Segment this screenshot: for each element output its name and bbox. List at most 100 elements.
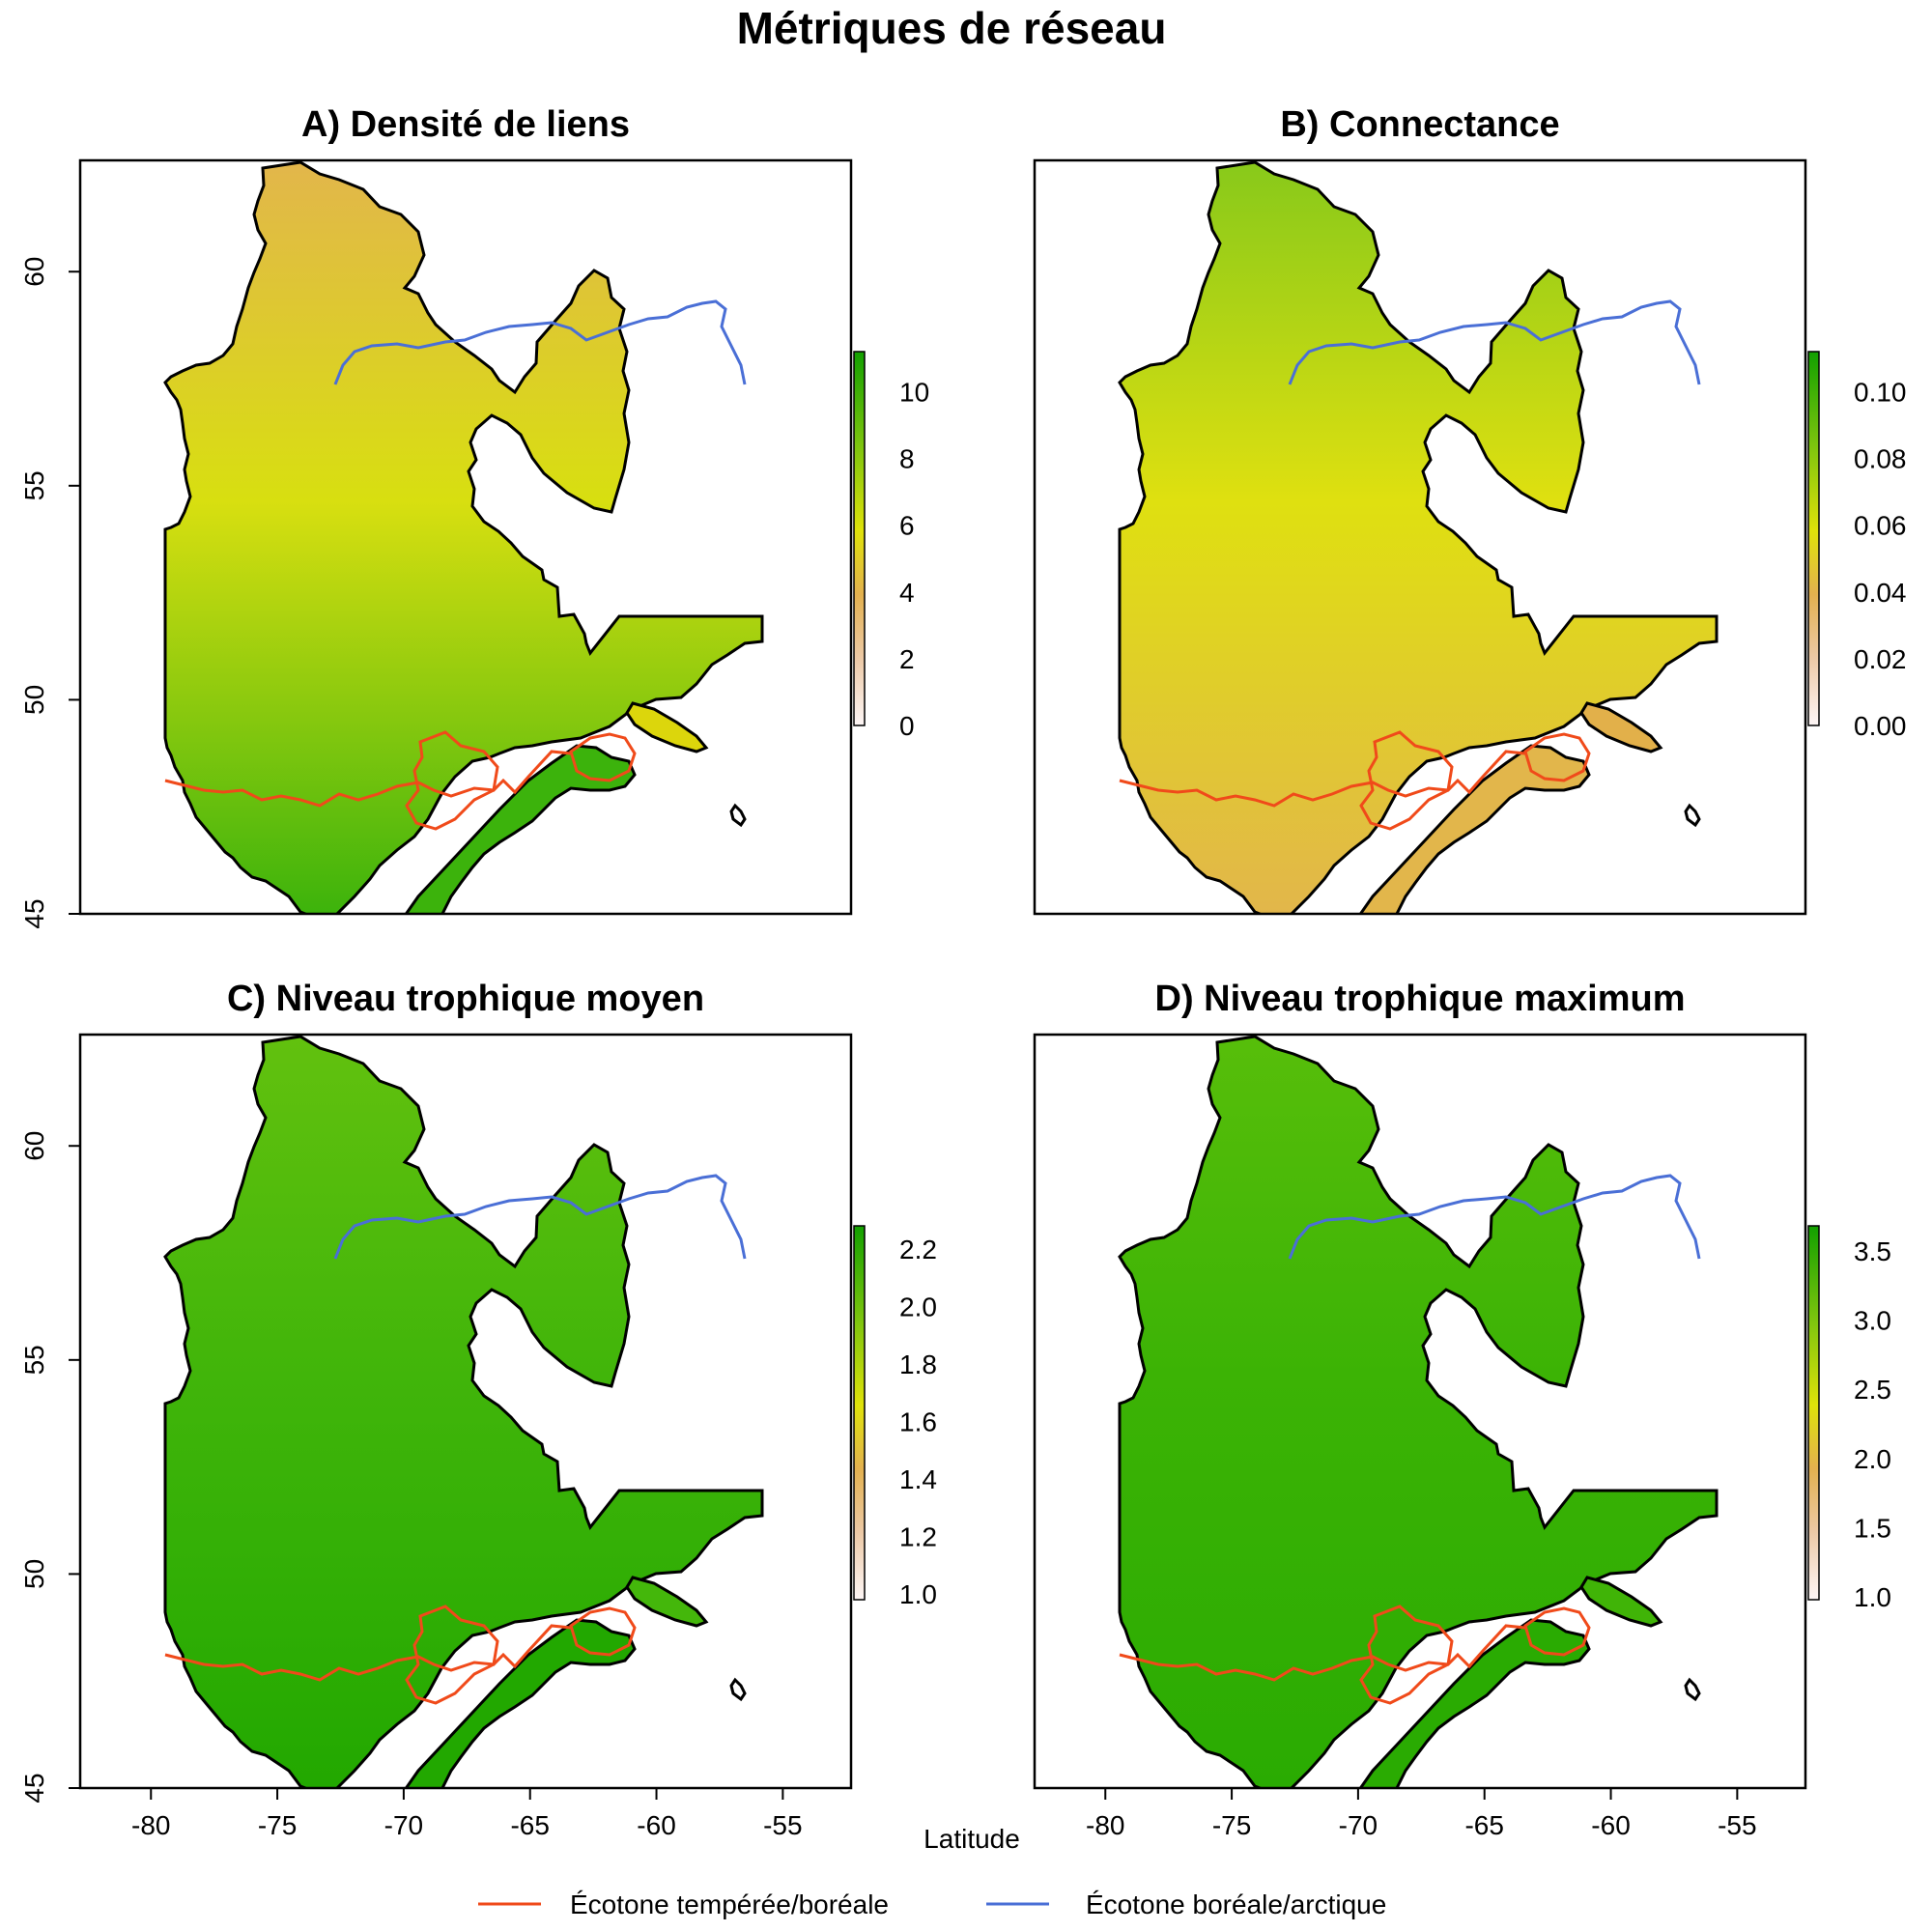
quebec-landmass	[1118, 160, 1719, 914]
magdalen-islands	[1684, 803, 1701, 828]
legend-label-temperate-boreal: Écotone tempérée/boréale	[570, 1889, 889, 1919]
temperate-boreal-ecotone-line	[1119, 750, 1526, 808]
colorbar-tick-label: 0.10	[1854, 377, 1907, 407]
colorbar-tick-label: 0	[899, 711, 915, 741]
y-tick-label: 45	[19, 1773, 49, 1803]
temperate-boreal-ecotone-loop	[1359, 1605, 1454, 1705]
colorbar-tick-label: 0.06	[1854, 511, 1907, 541]
x-tick-label: -65	[1464, 1810, 1503, 1840]
colorbar	[853, 351, 866, 726]
panel-frame	[78, 158, 853, 916]
y-tick-label: 55	[19, 1345, 49, 1375]
y-tick-label: 50	[19, 685, 49, 715]
colorbar-tick-label: 6	[899, 511, 915, 541]
boreal-arctic-ecotone-line	[1288, 299, 1701, 385]
colorbar-tick-label: 3.5	[1854, 1236, 1891, 1266]
x-tick-label: -65	[510, 1810, 549, 1840]
panel-c: C) Niveau trophique moyen 60 55 50 45 -80 -75 -…	[19, 979, 937, 1840]
y-tick-label: 60	[19, 1131, 49, 1161]
map-region	[1118, 1035, 1719, 1788]
boreal-arctic-ecotone-line	[333, 299, 747, 385]
map-region	[163, 160, 764, 914]
panel-d: D) Niveau trophique maximum -80 -75 -70 -65 -…	[1033, 979, 1891, 1840]
temperate-boreal-ecotone-line	[164, 750, 572, 808]
temperate-boreal-ecotone-gaspe	[569, 1606, 637, 1657]
main-title: Métriques de réseau	[737, 3, 1167, 53]
colorbar-tick-label: 1.0	[899, 1579, 937, 1609]
temperate-boreal-ecotone-gaspe	[1523, 1606, 1591, 1657]
y-tick-label: 55	[19, 470, 49, 500]
colorbar-tick-label: 2.0	[899, 1292, 937, 1321]
y-tick-label: 60	[19, 257, 49, 287]
temperate-boreal-ecotone-loop	[405, 730, 499, 831]
x-tick-label: -55	[1718, 1810, 1756, 1840]
colorbar-tick-label: 2.0	[1854, 1444, 1891, 1474]
colorbar-tick-label: 0.02	[1854, 644, 1907, 674]
south-shore-landmass	[404, 744, 637, 914]
boreal-arctic-ecotone-line	[1288, 1174, 1701, 1260]
magdalen-islands	[1684, 1677, 1701, 1702]
south-shore-landmass	[404, 1618, 637, 1788]
anticosti-island	[625, 701, 709, 753]
temperate-boreal-ecotone-line	[164, 1624, 572, 1682]
colorbar-tick-label: 1.2	[899, 1522, 937, 1552]
colorbar-tick-label: 0.08	[1854, 444, 1907, 474]
panel-title: D) Niveau trophique maximum	[1155, 979, 1686, 1019]
anticosti-island	[1579, 1576, 1663, 1628]
boreal-arctic-ecotone-line	[333, 1174, 747, 1260]
temperate-boreal-ecotone-gaspe	[569, 732, 637, 782]
colorbar-tick-label: 2.5	[1854, 1375, 1891, 1405]
magdalen-islands	[729, 803, 747, 828]
x-axis-label: Latitude	[923, 1824, 1020, 1854]
quebec-landmass	[163, 1035, 764, 1788]
y-tick-label: 50	[19, 1559, 49, 1589]
x-tick-label: -75	[258, 1810, 297, 1840]
colorbar-tick-label: 10	[899, 377, 929, 407]
x-tick-label: -60	[637, 1810, 675, 1840]
y-tick-label: 45	[19, 898, 49, 928]
south-shore-landmass	[1358, 744, 1591, 914]
colorbar	[853, 1225, 866, 1601]
colorbar-tick-label: 1.6	[899, 1406, 937, 1436]
panel-b: B) Connectance 0.10 0.08 0.06 0.04 0.02 0.00	[1033, 104, 1907, 916]
colorbar-tick-label: 1.8	[899, 1350, 937, 1379]
temperate-boreal-ecotone-loop	[1359, 730, 1454, 831]
magdalen-islands	[729, 1677, 747, 1702]
colorbar-tick-label: 3.0	[1854, 1305, 1891, 1335]
panel-title: C) Niveau trophique moyen	[227, 979, 704, 1019]
colorbar-tick-label: 2	[899, 644, 915, 674]
colorbar-tick-label: 0.00	[1854, 711, 1907, 741]
colorbar-tick-label: 1.4	[899, 1464, 937, 1494]
x-tick-label: -70	[384, 1810, 423, 1840]
anticosti-island	[1579, 701, 1663, 753]
colorbar-tick-label: 2.2	[899, 1235, 937, 1264]
south-shore-landmass	[1358, 1618, 1591, 1788]
colorbar	[1807, 1225, 1820, 1601]
quebec-landmass	[1118, 1035, 1719, 1788]
x-tick-label: -70	[1339, 1810, 1378, 1840]
colorbar-tick-label: 1.0	[1854, 1582, 1891, 1612]
colorbar-tick-label: 4	[899, 578, 915, 608]
panel-title: B) Connectance	[1280, 104, 1559, 145]
map-panels: A) Densité de liens 60 55 50 45 10 8 6 4 2 0 B) Con…	[19, 104, 1907, 1840]
temperate-boreal-ecotone-gaspe	[1523, 732, 1591, 782]
x-tick-label: -55	[763, 1810, 802, 1840]
colorbar-tick-label: 1.5	[1854, 1513, 1891, 1543]
x-tick-label: -60	[1591, 1810, 1630, 1840]
temperate-boreal-ecotone-loop	[405, 1605, 499, 1705]
temperate-boreal-ecotone-line	[1119, 1624, 1526, 1682]
legend-label-boreal-arctic: Écotone boréale/arctique	[1086, 1889, 1386, 1919]
quebec-landmass	[163, 160, 764, 914]
panel-a: A) Densité de liens 60 55 50 45 10 8 6 4 2 0	[19, 104, 929, 929]
map-region	[1118, 160, 1719, 914]
colorbar-tick-label: 8	[899, 444, 915, 474]
x-tick-label: -80	[1086, 1810, 1124, 1840]
colorbar	[1807, 351, 1820, 726]
x-tick-label: -75	[1212, 1810, 1251, 1840]
panel-frame	[78, 1033, 853, 1790]
panel-frame	[1033, 1033, 1807, 1790]
x-tick-label: -80	[131, 1810, 170, 1840]
panel-frame	[1033, 158, 1807, 916]
map-region	[163, 1035, 764, 1788]
